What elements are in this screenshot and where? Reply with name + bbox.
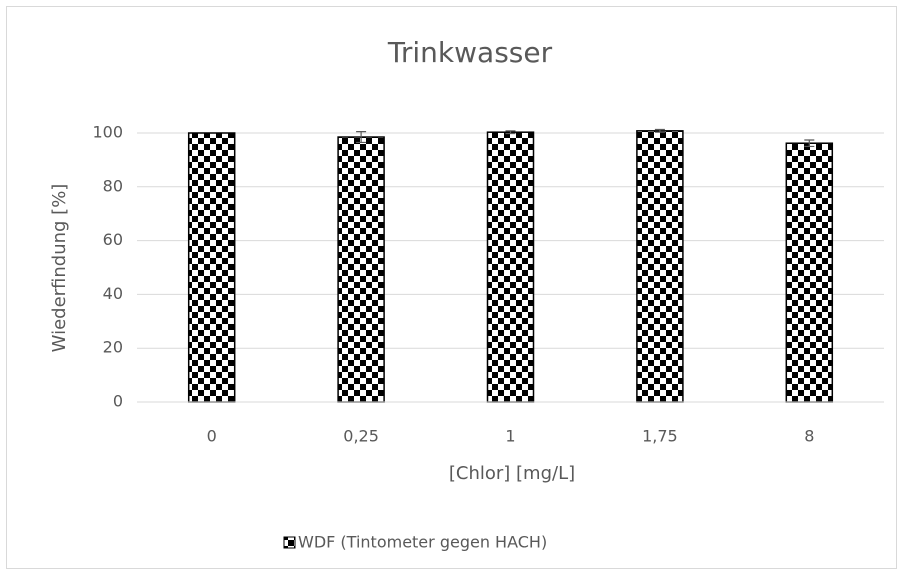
chart-title: Trinkwasser: [387, 36, 553, 69]
error-bar: [505, 130, 516, 135]
chart-border: [6, 6, 897, 569]
y-tick-label: 40: [103, 284, 123, 303]
x-tick-label: 1,75: [642, 427, 678, 446]
x-tick-label: 1: [505, 427, 515, 446]
x-tick-label: 0: [207, 427, 217, 446]
y-tick-label: 20: [103, 338, 123, 357]
y-axis-label: Wiederfindung [%]: [49, 184, 70, 353]
y-tick-label: 0: [113, 392, 123, 411]
y-tick-label: 80: [103, 176, 123, 195]
x-tick-label: 8: [804, 427, 814, 446]
legend-swatch: [283, 536, 296, 549]
bar: [785, 142, 834, 403]
x-axis-label: [Chlor] [mg/L]: [449, 463, 575, 484]
bar: [486, 131, 535, 403]
bar: [636, 130, 684, 403]
legend-label: WDF (Tintometer gegen HACH): [298, 533, 547, 552]
bar: [187, 132, 236, 403]
error-bar: [804, 139, 815, 148]
error-bar: [356, 131, 367, 144]
y-tick-label: 60: [103, 230, 123, 249]
error-bar: [654, 128, 665, 133]
bar: [337, 136, 385, 403]
y-tick-label: 100: [92, 123, 123, 142]
x-tick-label: 0,25: [343, 427, 379, 446]
